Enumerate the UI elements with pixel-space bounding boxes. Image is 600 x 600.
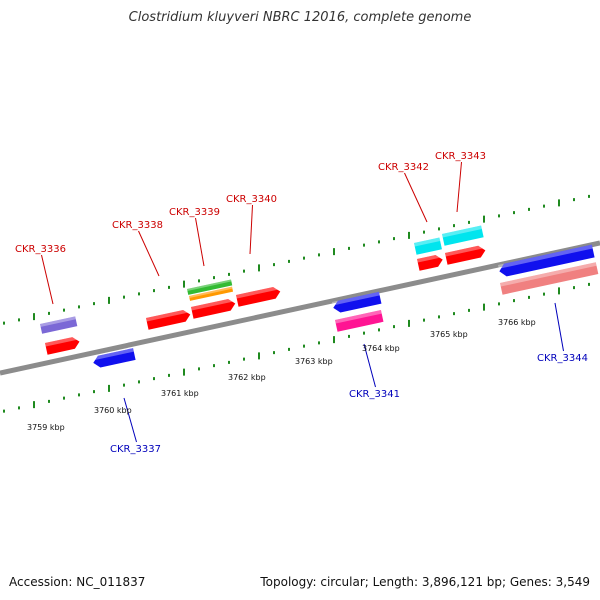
scale-label: 3766 kbp [498,318,536,327]
gene-feature-f1[interactable] [40,316,78,334]
gene-feature-f16[interactable] [500,262,599,295]
gene-labels: CKR_3336 CKR_3337 CKR_3338 CKR_3339 CKR_3340… [15,151,588,455]
gene-label-ckr_3344[interactable]: CKR_3344 [537,353,588,364]
leader-ckr_3344 [554,302,564,352]
gene-label-ckr_3341[interactable]: CKR_3341 [349,389,400,400]
scale-ticks-bottom [3,282,590,413]
leader-ckr_3339 [195,217,205,267]
gene-features[interactable] [40,225,599,369]
gene-label-ckr_3338[interactable]: CKR_3338 [112,220,163,231]
genome-backbone [0,240,600,376]
map-title: Clostridium kluyveri NBRC 12016, complet… [128,10,472,25]
leader-ckr_3342 [404,172,428,223]
gene-feature-f14[interactable] [445,244,487,265]
gene-feature-f4[interactable] [146,308,192,330]
leader-ckr_3343 [456,161,462,213]
scale-ticks-top [3,194,590,325]
scale-label: 3760 kbp [94,406,132,415]
gene-feature-f12[interactable] [442,225,484,246]
gene-feature-f10[interactable] [335,310,384,332]
gene-feature-f6[interactable] [189,286,234,301]
gene-label-ckr_3337[interactable]: CKR_3337 [110,444,161,455]
gene-feature-f7[interactable] [191,297,237,319]
gene-feature-f8[interactable] [236,285,282,307]
gene-label-ckr_3342[interactable]: CKR_3342 [378,162,429,173]
gene-label-ckr_3340[interactable]: CKR_3340 [226,194,277,205]
leader-ckr_3338 [138,230,160,277]
scale-label: 3762 kbp [228,373,266,382]
gene-feature-f5[interactable] [187,279,233,295]
gene-feature-f2[interactable] [45,335,81,355]
gene-feature-f9[interactable] [332,291,382,314]
label-leaders [41,161,564,443]
scale-label: 3761 kbp [161,389,199,398]
scale-label: 3759 kbp [27,423,65,432]
accession-text: Accession: NC_011837 [9,575,146,589]
gene-label-ckr_3343[interactable]: CKR_3343 [435,151,486,162]
topology-text: Topology: circular; Length: 3,896,121 bp… [260,575,590,589]
gene-feature-f15[interactable] [498,244,595,278]
scale-label: 3765 kbp [430,330,468,339]
gene-feature-f11[interactable] [414,237,442,255]
scale-label: 3763 kbp [295,357,333,366]
gene-feature-f3[interactable] [92,348,136,369]
scale-labels: 3759 kbp 3760 kbp 3761 kbp 3762 kbp 3763 kbp… [27,318,536,432]
leader-ckr_3337 [123,397,137,443]
gene-feature-f13[interactable] [417,253,444,271]
gene-label-ckr_3336[interactable]: CKR_3336 [15,244,66,255]
leader-ckr_3341 [363,343,376,388]
leader-ckr_3336 [41,254,54,305]
leader-ckr_3340 [249,204,253,255]
scale-label: 3764 kbp [362,344,400,353]
gene-label-ckr_3339[interactable]: CKR_3339 [169,207,220,218]
